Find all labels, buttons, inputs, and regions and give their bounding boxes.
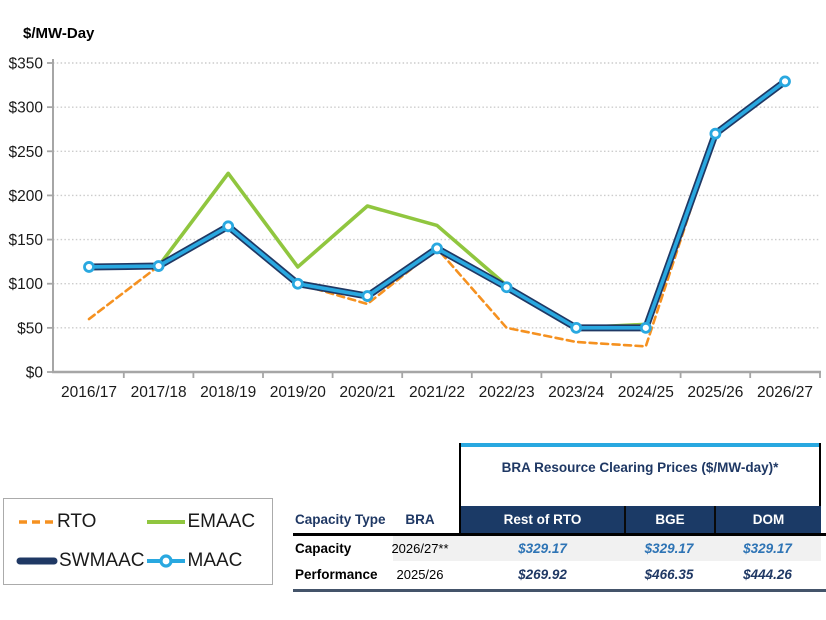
y-tick-label: $100 xyxy=(9,276,44,293)
x-axis-label: 2021/22 xyxy=(409,384,465,401)
row-label: Capacity xyxy=(295,541,352,556)
y-tick-label: $150 xyxy=(9,232,44,249)
x-axis-label: 2017/18 xyxy=(131,384,187,401)
price-cell: $329.17 xyxy=(743,541,792,556)
data-point-marker xyxy=(291,277,304,290)
data-point-marker xyxy=(570,321,583,334)
y-axis-title: $/MW-Day xyxy=(23,25,95,42)
series-line-rto xyxy=(87,80,787,348)
series-line-emaac xyxy=(87,79,787,330)
bra-year-cell: 2026/27** xyxy=(391,541,449,556)
table-accent-bar xyxy=(461,443,819,447)
data-point-marker xyxy=(709,127,722,140)
x-axis-label: 2016/17 xyxy=(61,384,117,401)
column-header-bge: BGE xyxy=(624,506,714,533)
table-title-box: BRA Resource Clearing Prices ($/MW-day)* xyxy=(459,443,821,533)
data-point-marker xyxy=(779,75,791,88)
bra-clearing-prices-table: BRA Resource Clearing Prices ($/MW-day)*… xyxy=(293,443,826,595)
legend-label: MAAC xyxy=(187,549,243,571)
x-axis-label: 2024/25 xyxy=(618,384,674,401)
chart-legend: RTO EMAAC SWMAAC MAAC xyxy=(3,498,273,585)
y-tick-label: $350 xyxy=(9,56,44,73)
legend-item-rto: RTO xyxy=(16,511,145,533)
column-header-bra: BRA xyxy=(405,512,435,527)
legend-item-swmaac: SWMAAC xyxy=(16,550,145,572)
column-header-rest-of-rto: Rest of RTO xyxy=(461,506,624,533)
table-bottom-border xyxy=(293,589,826,592)
price-cell: $329.17 xyxy=(644,541,694,556)
data-point-marker xyxy=(361,290,374,302)
x-axis-label: 2019/20 xyxy=(270,384,326,401)
series-line-maac xyxy=(87,79,787,330)
y-tick-label: $250 xyxy=(9,144,44,161)
y-tick-label: $200 xyxy=(9,188,44,205)
x-axis-label: 2025/26 xyxy=(687,384,743,401)
legend-label: EMAAC xyxy=(187,511,256,533)
dashed-line-icon xyxy=(19,520,54,525)
table-row: Performance 2025/26 $269.92 $466.35 $444… xyxy=(293,561,826,588)
legend-label: SWMAAC xyxy=(59,549,145,571)
x-axis-label: 2018/19 xyxy=(200,384,256,401)
legend-item-emaac: EMAAC xyxy=(145,511,273,533)
x-axis-label: 2020/21 xyxy=(339,384,395,401)
row-highlight-band xyxy=(393,536,821,561)
data-point-marker xyxy=(431,242,443,255)
price-trend-chart: $0 $50 $100 $150 $200 $250 $300 $350 2016/17 2017… xyxy=(9,56,821,401)
x-axis-label: 2022/23 xyxy=(479,384,535,401)
data-point-marker xyxy=(639,321,652,334)
solid-line-icon xyxy=(146,520,185,525)
legend-item-maac: MAAC xyxy=(145,550,273,572)
column-header-dom: DOM xyxy=(714,506,821,533)
table-title: BRA Resource Clearing Prices ($/MW-day)* xyxy=(501,460,779,475)
price-cell: $444.26 xyxy=(743,567,792,582)
legend-label: RTO xyxy=(57,511,97,533)
data-point-marker xyxy=(83,261,95,273)
y-tick-label: $50 xyxy=(17,320,43,337)
x-axis-label: 2026/27 xyxy=(757,384,813,401)
column-header-capacity-type: Capacity Type xyxy=(295,512,386,527)
header-divider xyxy=(293,533,826,536)
series-line-swmaac xyxy=(85,77,789,332)
line-with-marker-icon xyxy=(146,554,185,568)
y-tick-label: $300 xyxy=(9,100,44,117)
price-cell: $269.92 xyxy=(518,567,567,582)
data-point-marker xyxy=(500,281,513,294)
price-cell: $466.35 xyxy=(644,567,694,582)
bra-year-cell: 2025/26 xyxy=(396,567,444,582)
price-cell: $329.17 xyxy=(518,541,567,556)
y-tick-label: $0 xyxy=(26,365,44,382)
thick-line-icon xyxy=(16,557,58,565)
data-point-marker xyxy=(222,220,235,233)
table-row: Capacity 2026/27** $329.17 $329.17 $329.… xyxy=(293,536,826,561)
row-label: Performance xyxy=(295,567,378,582)
data-point-marker xyxy=(152,260,165,272)
x-axis-label: 2023/24 xyxy=(548,384,604,401)
